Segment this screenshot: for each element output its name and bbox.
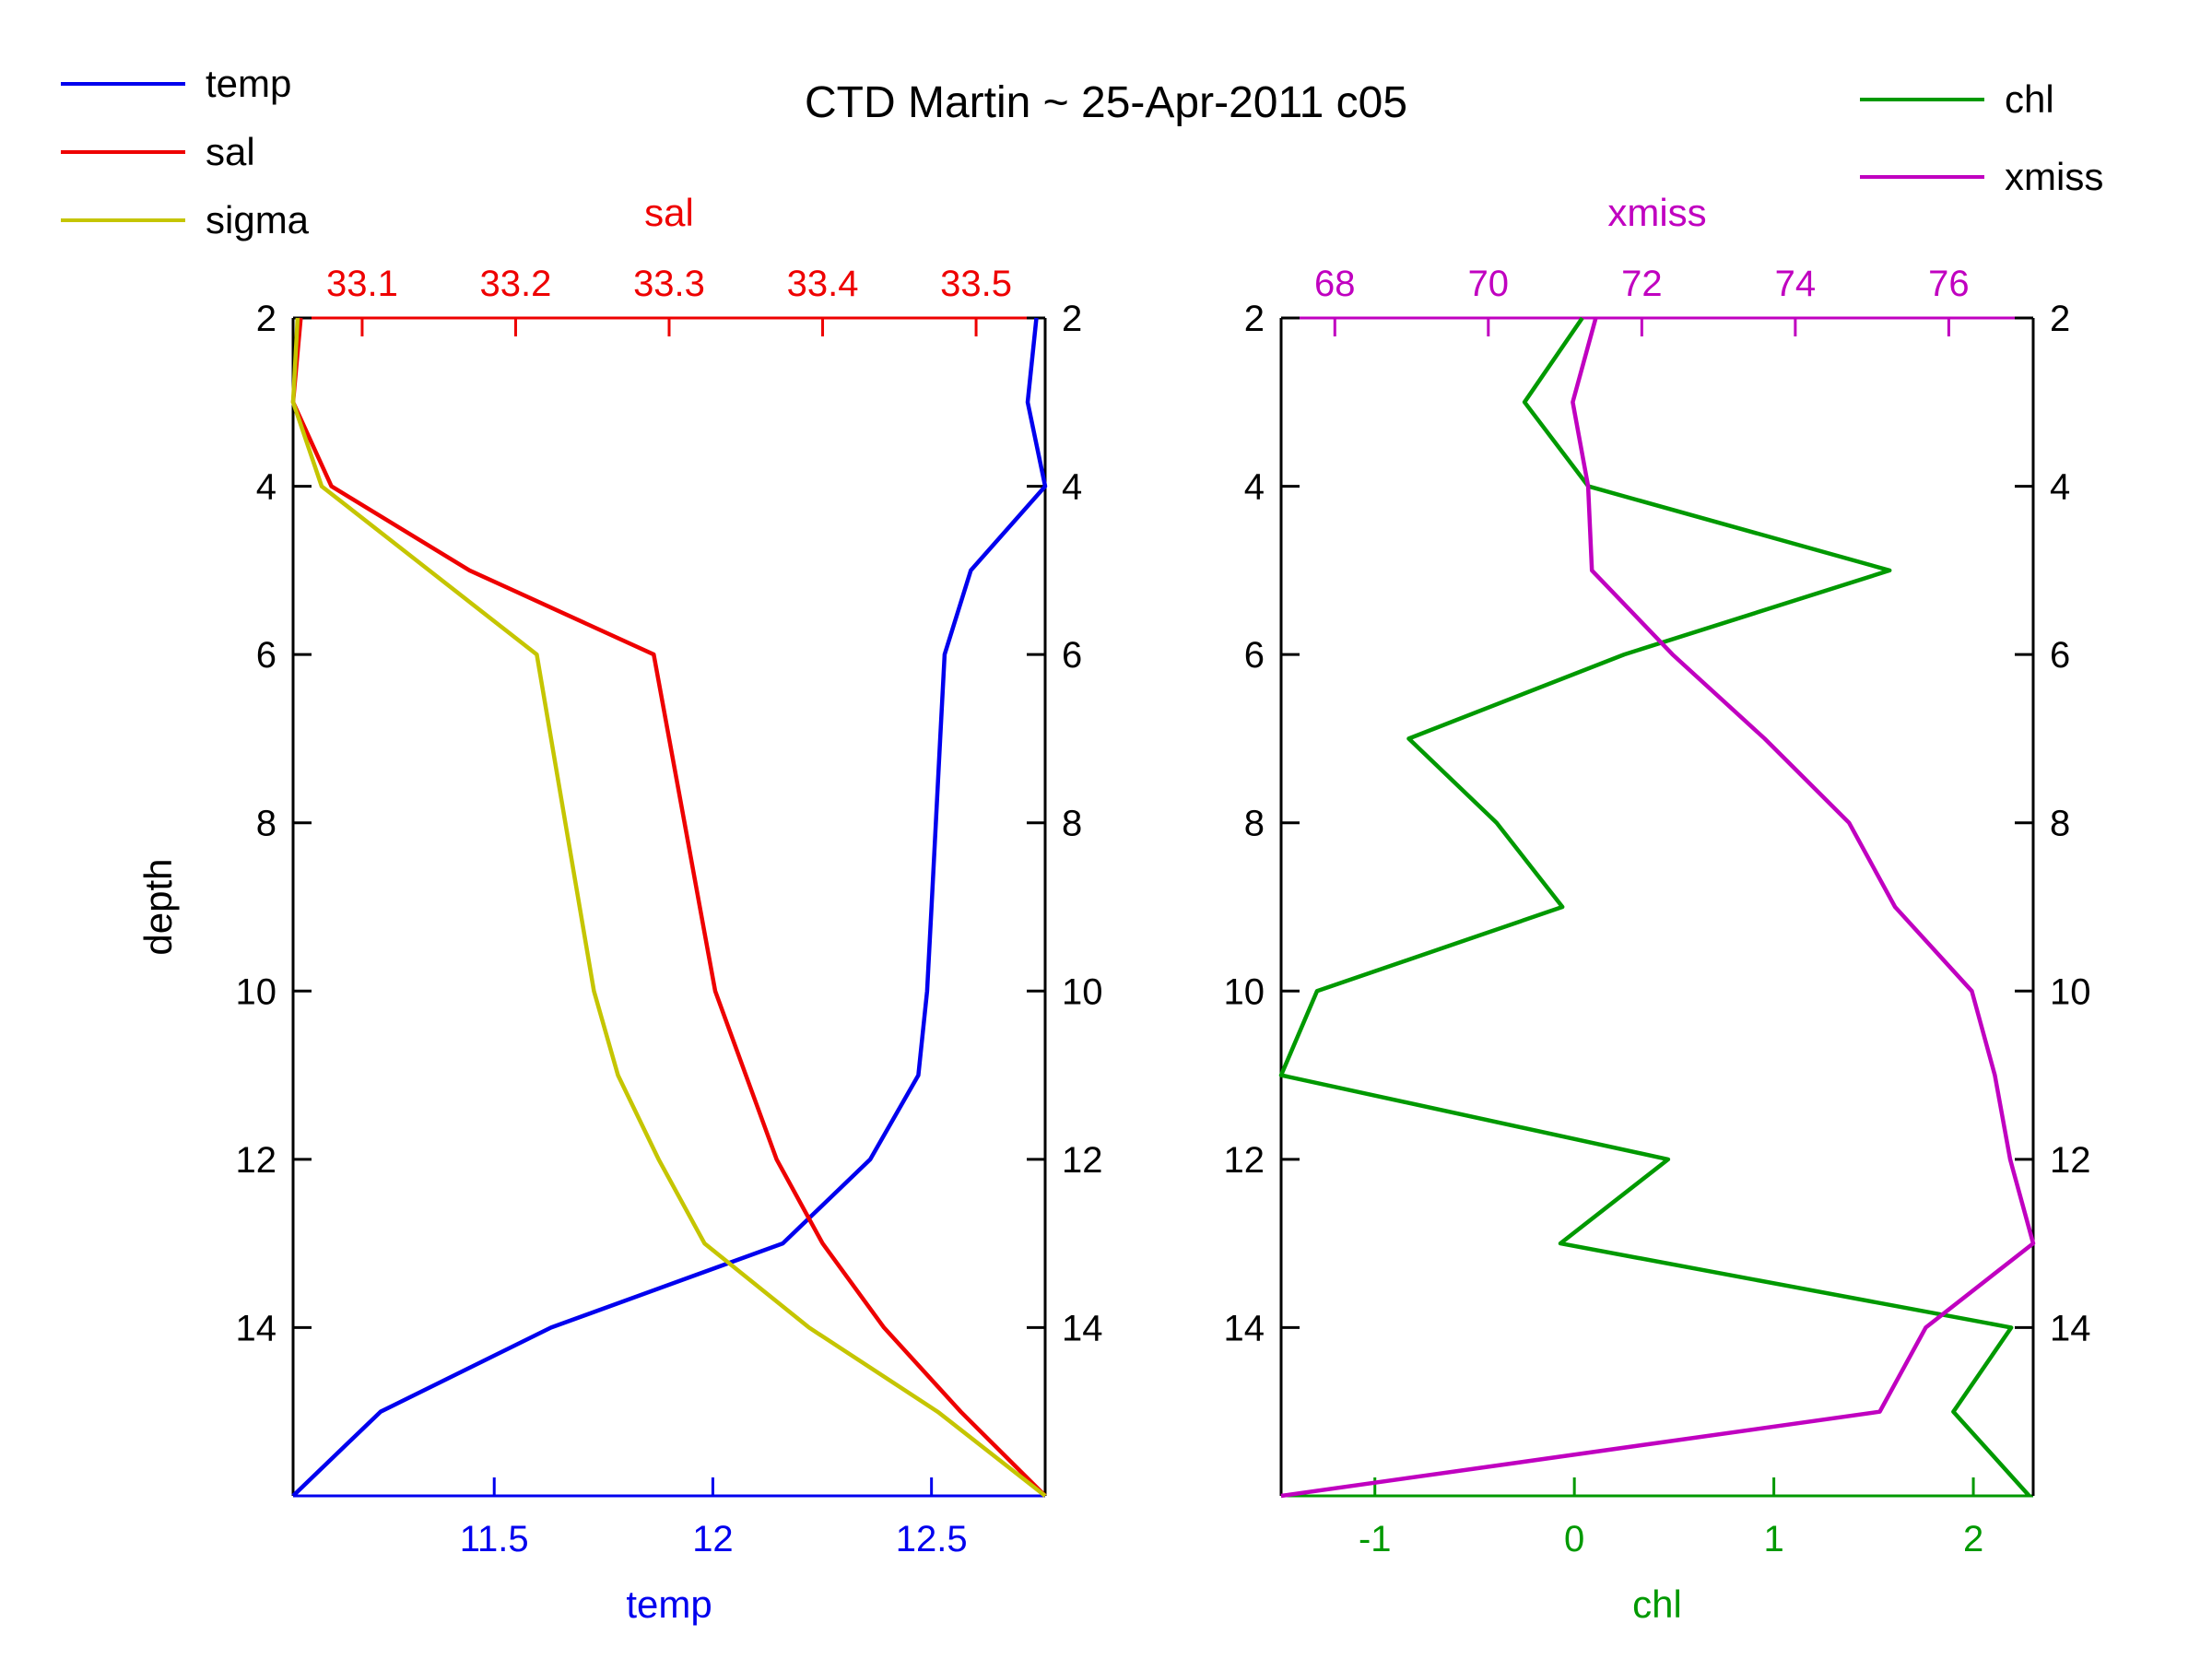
svg-text:33.4: 33.4: [787, 264, 859, 304]
svg-text:sal: sal: [644, 191, 694, 234]
svg-text:74: 74: [1775, 264, 1817, 304]
xmiss-line-swatch: [1860, 175, 1984, 179]
svg-text:12: 12: [1062, 1140, 1103, 1181]
legend-item-chl: chl: [1860, 61, 2103, 138]
svg-text:8: 8: [1244, 804, 1265, 844]
svg-text:76: 76: [1928, 264, 1970, 304]
svg-text:12.5: 12.5: [896, 1519, 968, 1559]
svg-text:11.5: 11.5: [460, 1519, 529, 1559]
legend-label-sigma: sigma: [206, 198, 310, 241]
svg-text:2: 2: [1062, 299, 1082, 339]
svg-text:2: 2: [2050, 299, 2070, 339]
svg-text:8: 8: [2050, 804, 2070, 844]
svg-text:2: 2: [1244, 299, 1265, 339]
svg-text:14: 14: [236, 1308, 277, 1348]
svg-text:6: 6: [256, 635, 276, 676]
legend-label-chl: chl: [2005, 77, 2054, 121]
legend-label-xmiss: xmiss: [2005, 155, 2104, 198]
legend-label-temp: temp: [206, 62, 292, 105]
svg-text:8: 8: [1062, 804, 1082, 844]
legend-item-xmiss: xmiss: [1860, 138, 2103, 216]
svg-text:-1: -1: [1359, 1519, 1392, 1559]
svg-text:4: 4: [1244, 467, 1265, 508]
svg-text:33.5: 33.5: [940, 264, 1012, 304]
svg-text:14: 14: [1062, 1308, 1103, 1348]
sal-line-swatch: [61, 150, 185, 154]
svg-text:4: 4: [256, 467, 276, 508]
svg-text:70: 70: [1468, 264, 1510, 304]
svg-text:2: 2: [256, 299, 276, 339]
svg-text:6: 6: [2050, 635, 2070, 676]
svg-text:33.2: 33.2: [480, 264, 552, 304]
chl-line-swatch: [1860, 98, 1984, 101]
svg-text:12: 12: [2050, 1140, 2091, 1181]
svg-text:temp: temp: [626, 1583, 712, 1626]
svg-text:14: 14: [1224, 1308, 1265, 1348]
svg-text:0: 0: [1564, 1519, 1584, 1559]
svg-text:12: 12: [692, 1519, 734, 1559]
legend-item-sal: sal: [61, 118, 309, 186]
svg-text:10: 10: [1062, 971, 1103, 1012]
legend-label-sal: sal: [206, 130, 255, 173]
svg-text:72: 72: [1621, 264, 1663, 304]
legend-item-temp: temp: [61, 50, 309, 118]
svg-text:12: 12: [1224, 1140, 1265, 1181]
svg-text:depth: depth: [136, 858, 180, 955]
legend-item-sigma: sigma: [61, 186, 309, 254]
svg-text:4: 4: [1062, 467, 1082, 508]
svg-text:12: 12: [236, 1140, 277, 1181]
svg-text:10: 10: [236, 971, 277, 1012]
svg-text:2: 2: [1963, 1519, 1983, 1559]
legend-left: temp sal sigma: [61, 50, 309, 254]
svg-text:68: 68: [1314, 264, 1356, 304]
legend-right: chl xmiss: [1860, 61, 2103, 216]
svg-text:14: 14: [2050, 1308, 2091, 1348]
svg-text:4: 4: [2050, 467, 2070, 508]
svg-text:10: 10: [2050, 971, 2091, 1012]
svg-text:6: 6: [1062, 635, 1082, 676]
svg-text:33.3: 33.3: [633, 264, 705, 304]
svg-text:chl: chl: [1632, 1583, 1682, 1626]
svg-text:1: 1: [1763, 1519, 1783, 1559]
svg-text:33.1: 33.1: [326, 264, 398, 304]
svg-text:8: 8: [256, 804, 276, 844]
temp-line-swatch: [61, 82, 185, 86]
sigma-line-swatch: [61, 218, 185, 222]
svg-text:xmiss: xmiss: [1607, 191, 1706, 234]
svg-text:6: 6: [1244, 635, 1265, 676]
svg-text:10: 10: [1224, 971, 1265, 1012]
figure-title: CTD Martin ~ 25-Apr-2011 c05: [804, 78, 1408, 127]
